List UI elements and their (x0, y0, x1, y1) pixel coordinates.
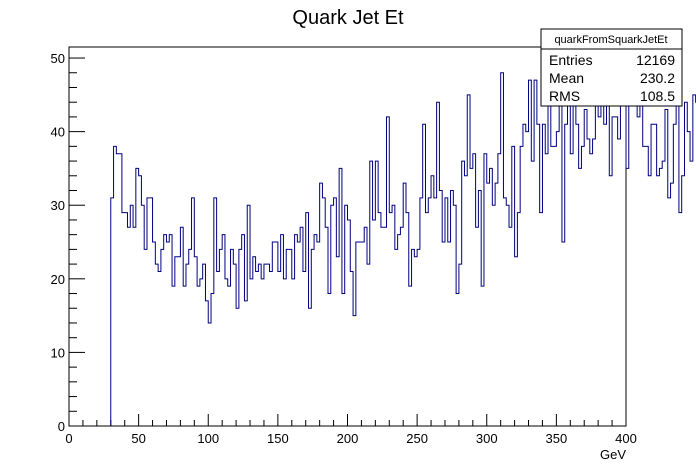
stats-box-frame (540, 28, 683, 107)
axes: 0 50 100 150 200 250 300 350 400 0 10 20 30 40 50 (51, 46, 637, 446)
x-tick-label: 200 (337, 431, 359, 446)
stats-mean-label: Mean (549, 70, 584, 86)
y-tick-label: 50 (51, 51, 65, 66)
x-tick-label: 100 (197, 431, 219, 446)
x-tick-label: 350 (546, 431, 568, 446)
x-tick-label: 50 (131, 431, 145, 446)
x-tick-label: 300 (476, 431, 498, 446)
y-tick-label: 10 (51, 345, 65, 360)
stats-mean-value: 230.2 (640, 70, 675, 86)
y-tick-label: 0 (58, 419, 65, 434)
stats-box: quarkFromSquarkJetEt Entries 12169 Mean … (540, 28, 683, 107)
y-tick-label: 30 (51, 198, 65, 213)
y-tick-label: 40 (51, 125, 65, 140)
chart-title: Quark Jet Et (292, 7, 404, 29)
x-tick-label: 150 (267, 431, 289, 446)
stats-entries-label: Entries (549, 52, 593, 68)
stats-entries-value: 12169 (636, 52, 675, 68)
stats-rms-label: RMS (549, 88, 580, 104)
x-tick-label: 0 (65, 431, 72, 446)
x-tick-label: 250 (406, 431, 428, 446)
histogram-line (110, 57, 696, 426)
y-tick-label: 20 (51, 272, 65, 287)
x-axis-label: GeV (600, 447, 626, 462)
stats-rms-value: 108.5 (640, 88, 675, 104)
stats-box-name: quarkFromSquarkJetEt (554, 34, 667, 46)
x-tick-label: 400 (615, 431, 637, 446)
